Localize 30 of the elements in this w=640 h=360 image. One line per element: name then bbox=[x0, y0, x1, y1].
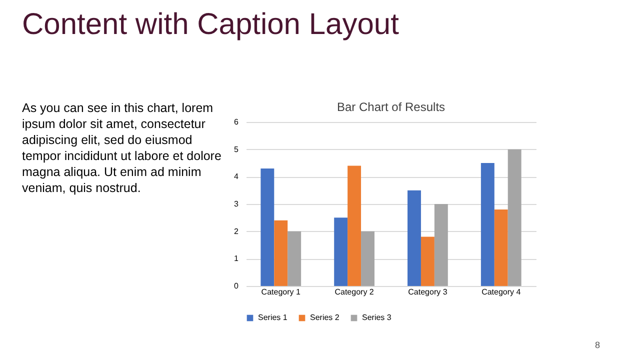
x-tick-label: Category 2 bbox=[334, 288, 374, 296]
y-tick-label: 0 bbox=[234, 282, 240, 290]
text: 8 bbox=[595, 340, 600, 350]
y-tick-label: 6 bbox=[234, 118, 240, 126]
text: Content with Caption Layout bbox=[22, 8, 399, 42]
bar bbox=[334, 218, 348, 286]
bar bbox=[508, 149, 522, 286]
legend-label: Series 2 bbox=[310, 313, 340, 322]
bar bbox=[348, 166, 362, 286]
x-tick-label: Category 3 bbox=[408, 288, 448, 296]
x-tick-label: Category 4 bbox=[482, 288, 522, 296]
bar bbox=[288, 231, 302, 286]
bar bbox=[480, 163, 494, 286]
bar bbox=[408, 190, 421, 286]
bar bbox=[434, 204, 448, 286]
bar bbox=[361, 231, 374, 286]
text: As you can see in this chart, lorem ipsum dolor sit amet, consectetur adipiscing elit, sed do eiusmod tempor incididunt ut labore et dolore magna aliqua. Ut enim ad minim veniam, quis nostrud. bbox=[22, 100, 222, 196]
bar bbox=[274, 220, 288, 286]
y-tick-label: 3 bbox=[234, 200, 240, 208]
legend-label: Series 1 bbox=[258, 313, 288, 322]
x-tick-label: Category 1 bbox=[261, 288, 301, 296]
y-tick-label: 4 bbox=[234, 172, 240, 182]
chart-title: Bar Chart of Results bbox=[336, 100, 446, 114]
y-tick-label: 2 bbox=[234, 226, 240, 236]
legend-label: Series 3 bbox=[362, 313, 392, 322]
y-tick-label: 1 bbox=[234, 254, 240, 264]
bar bbox=[260, 168, 274, 286]
bar bbox=[494, 209, 508, 286]
y-tick-label: 5 bbox=[234, 144, 240, 154]
bar bbox=[420, 236, 434, 286]
